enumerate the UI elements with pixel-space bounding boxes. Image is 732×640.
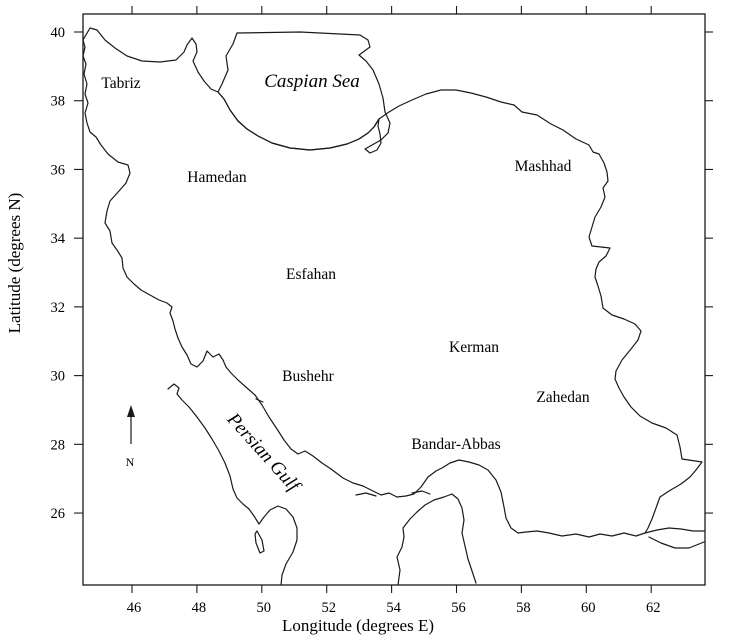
x-axis-title: Longitude (degrees E) xyxy=(282,616,434,635)
plot-frame xyxy=(82,13,706,586)
x-tick-label: 54 xyxy=(386,600,401,616)
island-kish-outline xyxy=(355,492,377,497)
city-label: Tabriz xyxy=(101,75,140,92)
makran-coast-east-outline xyxy=(644,527,705,534)
gwadar-lagoon-outline xyxy=(648,536,705,549)
bahrain-island-outline xyxy=(254,530,265,554)
island-qeshm-outline xyxy=(411,490,431,495)
y-tick-label: 38 xyxy=(51,94,66,110)
sea-label: Persian Gulf xyxy=(222,408,305,497)
caspian-sea-outline xyxy=(217,31,391,154)
y-axis-title: Latitude (degrees N) xyxy=(5,193,24,334)
city-label: Kerman xyxy=(449,339,499,356)
x-tick-label: 46 xyxy=(127,600,142,616)
x-tick-label: 48 xyxy=(192,600,207,616)
city-label: Bushehr xyxy=(282,368,335,385)
x-tick-label: 62 xyxy=(646,600,661,616)
arabian-gulf-coast-outline xyxy=(167,383,298,586)
y-tick-label: 32 xyxy=(51,300,66,316)
x-tick-label: 60 xyxy=(581,600,596,616)
city-label: Bandar-Abbas xyxy=(411,436,500,453)
city-label: Mashhad xyxy=(515,158,572,175)
north-arrow-head xyxy=(127,405,135,417)
y-tick-label: 28 xyxy=(51,437,66,453)
iran-mainland-outline xyxy=(82,27,703,538)
x-tick-label: 50 xyxy=(257,600,272,616)
map-labels-group: Tabriz Hamedan Esfahan Bushehr Mashhad Kerman… xyxy=(101,71,590,498)
x-tick-label: 52 xyxy=(321,600,336,616)
north-arrow-group: N xyxy=(126,405,135,469)
city-label: Esfahan xyxy=(286,266,336,283)
city-label: Hamedan xyxy=(187,169,247,186)
city-label: Zahedan xyxy=(536,389,590,406)
north-arrow-label: N xyxy=(126,455,135,469)
axes-group: 46 48 50 52 54 56 58 60 62 40 38 36 34 32 30 28 26 xyxy=(51,6,713,616)
y-tick-label: 26 xyxy=(51,506,66,522)
coastline-group xyxy=(82,27,705,586)
y-tick-label: 36 xyxy=(51,162,66,178)
y-tick-label: 30 xyxy=(51,369,66,385)
y-tick-label: 40 xyxy=(51,25,66,41)
sea-label: Caspian Sea xyxy=(264,71,360,92)
musandam-peninsula-outline xyxy=(396,493,477,586)
x-tick-label: 56 xyxy=(451,600,466,616)
island-kharg-outline xyxy=(255,398,264,403)
y-tick-label: 34 xyxy=(51,231,66,247)
x-tick-label: 58 xyxy=(516,600,531,616)
